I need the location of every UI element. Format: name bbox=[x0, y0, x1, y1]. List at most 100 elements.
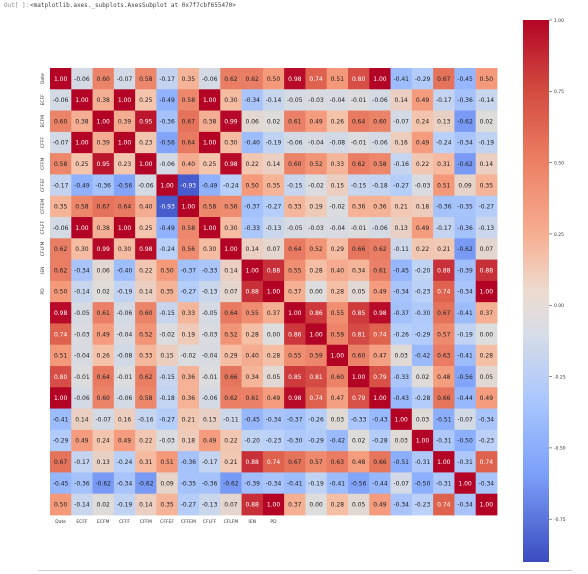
cell-value-label: -0.44 bbox=[457, 395, 473, 402]
cell-value-label: 0.86 bbox=[309, 310, 323, 317]
cell-value-label: -0.34 bbox=[266, 480, 282, 487]
cell-value-label: 0.80 bbox=[54, 374, 68, 381]
heatmap-cell bbox=[326, 366, 349, 388]
cell-value-label: -0.41 bbox=[457, 310, 473, 317]
heatmap-cell bbox=[156, 451, 179, 473]
cell-value-label: 0.29 bbox=[331, 246, 345, 253]
heatmap-cell bbox=[220, 344, 242, 367]
heatmap-cell bbox=[454, 366, 477, 388]
heatmap-cell bbox=[284, 89, 306, 111]
y-tick-label: CFFEM bbox=[40, 199, 46, 214]
cell-value-label: 0.60 bbox=[373, 118, 387, 125]
cell-value-label: 0.60 bbox=[97, 395, 111, 402]
heatmap-cell bbox=[348, 280, 370, 303]
cell-value-label: 1.00 bbox=[75, 225, 89, 232]
heatmap-cell bbox=[92, 429, 115, 452]
cell-value-label: -0.24 bbox=[117, 459, 133, 466]
cell-value-label: -0.36 bbox=[95, 182, 111, 189]
cell-value-label: -0.33 bbox=[393, 374, 409, 381]
heatmap-cell bbox=[475, 195, 498, 218]
cell-value-label: 0.67 bbox=[437, 310, 451, 317]
heatmap-cell bbox=[348, 451, 370, 473]
cell-value-label: 0.58 bbox=[54, 161, 68, 168]
cell-value-label: 0.62 bbox=[139, 374, 153, 381]
cell-value-label: 0.14 bbox=[139, 502, 153, 509]
heatmap-cell bbox=[135, 131, 157, 154]
heatmap-cell bbox=[475, 323, 498, 346]
cell-value-label: 0.03 bbox=[331, 416, 345, 423]
heatmap-cell bbox=[326, 451, 349, 473]
cell-value-label: 0.49 bbox=[75, 438, 89, 445]
cell-value-label: 0.38 bbox=[97, 97, 111, 104]
heatmap-cell bbox=[411, 131, 434, 154]
cell-value-label: 0.81 bbox=[352, 331, 366, 338]
cell-value-label: 1.00 bbox=[480, 289, 494, 296]
heatmap-cell bbox=[284, 408, 306, 431]
heatmap-cell bbox=[199, 238, 221, 260]
cell-value-label: 1.00 bbox=[54, 76, 68, 83]
cell-value-label: 1.00 bbox=[203, 97, 217, 104]
cell-value-label: 0.39 bbox=[118, 118, 132, 125]
cell-value-label: 0.30 bbox=[224, 140, 238, 147]
cell-value-label: -0.01 bbox=[74, 374, 90, 381]
y-tick-label: CFLFF bbox=[40, 221, 46, 235]
cell-value-label: -0.33 bbox=[351, 416, 367, 423]
cell-value-label: -0.07 bbox=[95, 416, 111, 423]
heatmap-cell bbox=[369, 323, 391, 346]
cell-value-label: -0.03 bbox=[159, 438, 175, 445]
heatmap-cell bbox=[220, 174, 242, 197]
cell-value-label: -0.27 bbox=[181, 502, 197, 509]
heatmap-cell bbox=[262, 259, 285, 282]
cell-divider bbox=[38, 570, 572, 571]
colorbar-tick-label: 0.50 bbox=[554, 160, 564, 166]
cell-value-label: 0.00 bbox=[480, 331, 494, 338]
heatmap-cell bbox=[156, 153, 179, 175]
cell-value-label: 0.56 bbox=[224, 204, 238, 211]
cell-value-label: -0.05 bbox=[287, 225, 303, 232]
heatmap-cell bbox=[241, 259, 264, 282]
cell-value-label: 0.58 bbox=[139, 395, 153, 402]
cell-value-label: 1.00 bbox=[267, 502, 281, 509]
heatmap-cell bbox=[156, 344, 179, 367]
cell-value-label: 0.49 bbox=[416, 97, 430, 104]
heatmap-cell bbox=[454, 472, 477, 495]
cell-value-label: 0.74 bbox=[480, 459, 494, 466]
heatmap-cell bbox=[326, 238, 349, 260]
cell-value-label: 0.05 bbox=[352, 289, 366, 296]
cell-value-label: 0.25 bbox=[139, 97, 153, 104]
cell-value-label: -0.93 bbox=[181, 182, 197, 189]
heatmap-cell bbox=[390, 451, 413, 473]
cell-value-label: -0.36 bbox=[181, 459, 197, 466]
cell-value-label: 1.00 bbox=[203, 140, 217, 147]
heatmap-cell bbox=[241, 238, 264, 260]
cell-value-label: 0.99 bbox=[224, 118, 238, 125]
heatmap-cell bbox=[348, 131, 370, 154]
cell-value-label: 0.50 bbox=[160, 267, 174, 274]
heatmap-cell bbox=[305, 472, 328, 495]
cell-value-label: -0.06 bbox=[74, 76, 90, 83]
cell-value-label: 1.00 bbox=[182, 204, 196, 211]
cell-value-label: -0.62 bbox=[223, 480, 239, 487]
heatmap-cell bbox=[50, 429, 72, 452]
heatmap-cell bbox=[390, 259, 413, 282]
cell-value-label: 1.00 bbox=[395, 416, 409, 423]
cell-value-label: 0.30 bbox=[118, 246, 132, 253]
cell-value-label: -0.04 bbox=[202, 353, 218, 360]
heatmap-cell bbox=[262, 493, 285, 516]
heatmap-cell bbox=[92, 366, 115, 388]
cell-value-label: 0.07 bbox=[224, 502, 238, 509]
heatmap-cell bbox=[199, 429, 221, 452]
cell-value-label: -0.27 bbox=[479, 204, 495, 211]
heatmap-cell bbox=[71, 344, 93, 367]
heatmap-cell bbox=[284, 174, 306, 197]
heatmap-cell bbox=[305, 366, 328, 388]
heatmap-cell bbox=[475, 110, 498, 133]
cell-value-label: 0.36 bbox=[352, 204, 366, 211]
heatmap-cell bbox=[390, 238, 413, 260]
heatmap-cell bbox=[156, 89, 179, 111]
cell-value-label: -0.56 bbox=[159, 140, 175, 147]
cell-value-label: -0.36 bbox=[436, 204, 452, 211]
heatmap-cell bbox=[177, 89, 200, 111]
cell-value-label: -0.06 bbox=[117, 395, 133, 402]
cell-value-label: 0.13 bbox=[395, 225, 409, 232]
